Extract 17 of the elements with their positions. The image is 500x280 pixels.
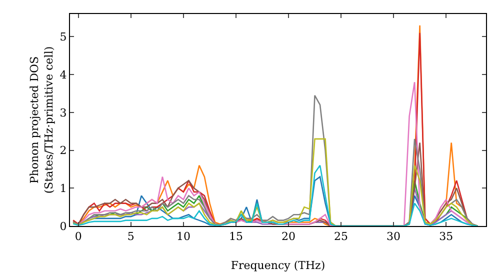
- x-tick-label: 5: [127, 230, 134, 244]
- y-tick-label: 2: [60, 144, 67, 158]
- x-tick-label: 25: [334, 230, 348, 244]
- x-tick-label: 30: [386, 230, 401, 244]
- y-axis-title: Phonon projected DOS (States/THz·primitive cell): [28, 46, 56, 194]
- x-tick-label: 20: [282, 230, 296, 244]
- y-tick-label: 4: [60, 68, 67, 82]
- x-tick-label: 15: [228, 230, 243, 244]
- y-tick-label: 1: [60, 182, 67, 195]
- y-tick-label: 3: [60, 106, 67, 120]
- y-tick-label: 5: [60, 30, 67, 44]
- y-tick-label: 0: [60, 220, 67, 233]
- x-tick-label: 10: [176, 230, 190, 244]
- x-tick-label: 0: [74, 230, 82, 244]
- line-series: [72, 164, 478, 226]
- x-axis-title: Frequency (THz): [230, 259, 326, 272]
- x-tick-label: 35: [439, 230, 454, 244]
